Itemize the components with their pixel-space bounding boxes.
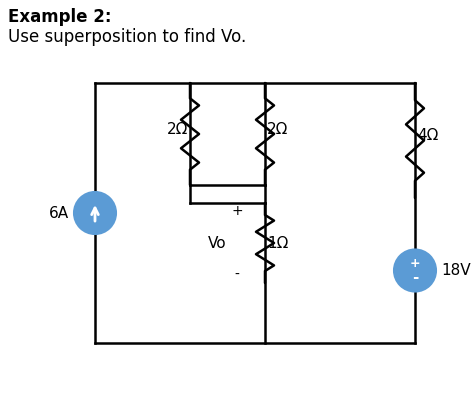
Circle shape — [74, 192, 116, 234]
Text: +: + — [410, 257, 420, 270]
Text: 2Ω: 2Ω — [267, 121, 288, 137]
Text: -: - — [412, 270, 418, 285]
Text: 6A: 6A — [49, 206, 69, 220]
Text: 18V: 18V — [441, 263, 471, 278]
Text: 2Ω: 2Ω — [167, 121, 188, 137]
Text: Vo: Vo — [209, 235, 227, 251]
Text: Use superposition to find Vo.: Use superposition to find Vo. — [8, 28, 246, 46]
Text: 4Ω: 4Ω — [417, 128, 438, 143]
Text: 1Ω: 1Ω — [267, 235, 288, 251]
Text: Example 2:: Example 2: — [8, 8, 111, 26]
Circle shape — [394, 249, 436, 291]
Text: -: - — [235, 268, 239, 282]
Text: +: + — [231, 204, 243, 218]
